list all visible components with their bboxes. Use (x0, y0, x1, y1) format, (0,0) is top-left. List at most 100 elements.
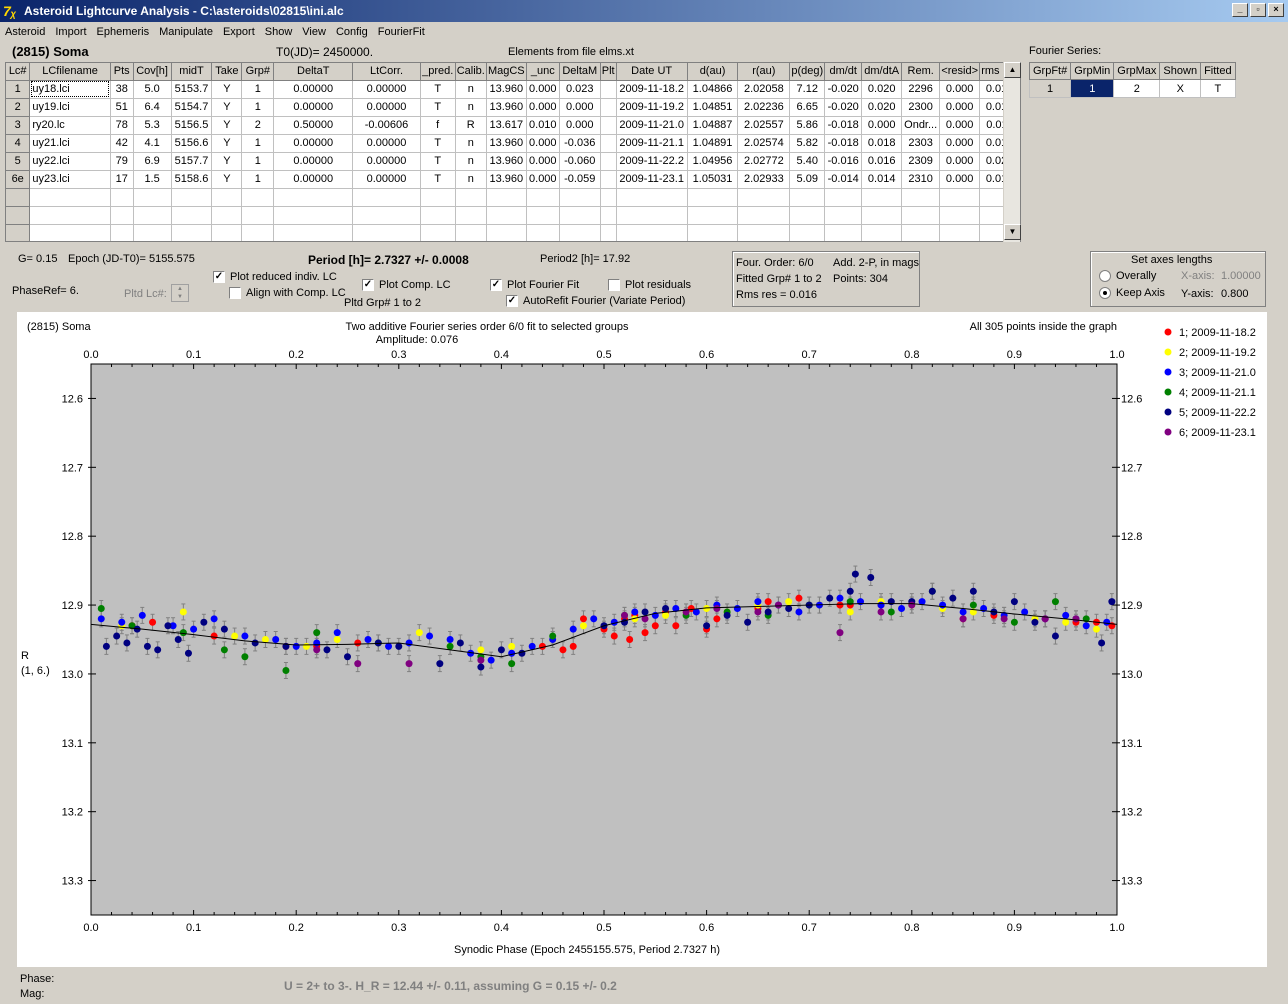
table-cell[interactable]: 0.014 (861, 170, 903, 189)
empty-cell[interactable] (616, 224, 688, 241)
table-cell[interactable]: 6.4 (133, 98, 172, 117)
fs-cell[interactable]: 1 (1028, 79, 1072, 98)
table-cell[interactable]: 17 (110, 170, 134, 189)
empty-cell[interactable] (211, 206, 243, 225)
menu-export[interactable]: Export (222, 26, 255, 38)
table-cell[interactable]: 0.00000 (273, 80, 354, 99)
table-cell[interactable]: 1 (241, 170, 275, 189)
table-cell[interactable]: 2.02574 (737, 134, 791, 153)
column-header[interactable]: DeltaT (273, 63, 354, 81)
table-cell[interactable]: 0.00000 (352, 134, 421, 153)
table-cell[interactable]: 0.00000 (273, 170, 354, 189)
table-cell[interactable]: Y (211, 134, 243, 153)
table-cell[interactable]: 51 (110, 98, 134, 117)
table-cell[interactable]: -0.036 (559, 134, 601, 153)
empty-cell[interactable] (616, 206, 688, 225)
table-cell[interactable]: 2009-11-18.2 (616, 80, 688, 99)
table-cell[interactable]: n (455, 170, 487, 189)
column-header[interactable]: _pred. (420, 63, 456, 81)
empty-cell[interactable] (133, 224, 172, 241)
row-header[interactable]: 4 (6, 134, 31, 153)
table-cell[interactable]: 0.010 (526, 116, 560, 135)
empty-cell[interactable] (455, 188, 487, 207)
table-cell[interactable]: 38 (110, 80, 134, 99)
empty-cell[interactable] (789, 224, 826, 241)
lightcurve-table[interactable]: Lc# LCfilename Pts Cov[h] midT Take Grp# DeltaT… (5, 62, 1021, 242)
empty-cell[interactable] (171, 206, 213, 225)
plot-residuals-checkbox[interactable]: Plot residuals (608, 279, 691, 291)
column-header[interactable]: d(au) (687, 63, 739, 81)
table-cell[interactable]: 0.50000 (273, 116, 354, 135)
column-header[interactable]: dm/dtA (861, 63, 903, 81)
table-cell[interactable]: 1 (241, 134, 275, 153)
table-cell[interactable]: n (455, 98, 487, 117)
empty-cell[interactable] (789, 206, 826, 225)
table-cell[interactable]: 5156.6 (171, 134, 213, 153)
empty-cell[interactable] (486, 188, 527, 207)
empty-cell[interactable] (526, 188, 560, 207)
empty-cell[interactable] (616, 188, 688, 207)
table-cell[interactable]: 5.3 (133, 116, 172, 135)
table-cell[interactable]: 2 (241, 116, 275, 135)
table-cell[interactable]: 78 (110, 116, 134, 135)
table-cell[interactable]: 2.02058 (737, 80, 791, 99)
table-cell[interactable]: 0.000 (526, 134, 560, 153)
column-header[interactable]: Take (211, 63, 243, 81)
table-cell[interactable]: 7.12 (789, 80, 826, 99)
table-scrollbar[interactable]: ▲ ▼ (1003, 62, 1021, 242)
plot-fourier-checkbox[interactable]: ✓ Plot Fourier Fit (490, 279, 579, 291)
table-cell[interactable]: 0.00000 (273, 152, 354, 171)
table-cell[interactable]: 2.02933 (737, 170, 791, 189)
table-cell[interactable]: 0.000 (939, 116, 981, 135)
empty-cell[interactable] (211, 224, 243, 241)
empty-cell[interactable] (486, 206, 527, 225)
table-cell[interactable]: T (420, 170, 456, 189)
table-cell[interactable]: 0.00000 (273, 134, 354, 153)
autorefit-checkbox[interactable]: ✓ AutoRefit Fourier (Variate Period) (506, 295, 685, 307)
plot-reduced-checkbox[interactable]: ✓ Plot reduced indiv. LC (213, 271, 337, 283)
table-cell[interactable]: 5154.7 (171, 98, 213, 117)
empty-cell[interactable] (901, 206, 941, 225)
table-cell[interactable]: n (455, 152, 487, 171)
table-cell[interactable]: 1.05031 (687, 170, 739, 189)
table-cell[interactable]: -0.00606 (352, 116, 421, 135)
table-cell[interactable]: 0.000 (939, 80, 981, 99)
table-cell[interactable]: 5157.7 (171, 152, 213, 171)
table-cell[interactable]: T (420, 98, 456, 117)
table-cell[interactable]: T (420, 152, 456, 171)
table-cell[interactable]: uy22.lci (29, 152, 111, 171)
table-cell[interactable]: 0.00000 (352, 152, 421, 171)
menu-config[interactable]: Config (335, 26, 368, 38)
column-header[interactable]: Cov[h] (133, 63, 172, 81)
empty-cell[interactable] (559, 188, 601, 207)
row-header[interactable]: 6e (6, 170, 31, 189)
empty-cell[interactable] (133, 206, 172, 225)
yaxis-value[interactable]: 0.800 (1221, 288, 1249, 300)
fs-cell[interactable]: X (1159, 79, 1202, 98)
column-header[interactable]: Lc# (6, 63, 31, 81)
empty-cell[interactable] (420, 188, 456, 207)
column-header[interactable]: dm/dt (824, 63, 863, 81)
table-cell[interactable]: 2309 (901, 152, 941, 171)
maximize-button[interactable]: ▫ (1250, 3, 1266, 17)
table-cell[interactable]: n (455, 80, 487, 99)
table-cell[interactable]: f (420, 116, 456, 135)
empty-cell[interactable] (861, 188, 903, 207)
table-cell[interactable]: 0.000 (526, 98, 560, 117)
table-cell[interactable]: R (455, 116, 487, 135)
empty-cell[interactable] (352, 206, 421, 225)
empty-cell[interactable] (737, 188, 791, 207)
table-row[interactable]: 3 ry20.lc 78 5.3 5156.5 Y 2 0.50000 -0.00606 f R 13… (6, 116, 1020, 135)
table-cell[interactable] (600, 134, 617, 153)
empty-cell[interactable] (901, 188, 941, 207)
table-cell[interactable]: 0.00000 (273, 98, 354, 117)
empty-row[interactable] (6, 206, 1020, 225)
menu-ephemeris[interactable]: Ephemeris (96, 26, 150, 38)
empty-cell[interactable] (241, 206, 275, 225)
table-cell[interactable]: 13.617 (486, 116, 527, 135)
fs-cell-selected[interactable]: 1 (1070, 79, 1115, 98)
row-header[interactable]: 5 (6, 152, 31, 171)
table-cell[interactable]: 0.016 (861, 152, 903, 171)
